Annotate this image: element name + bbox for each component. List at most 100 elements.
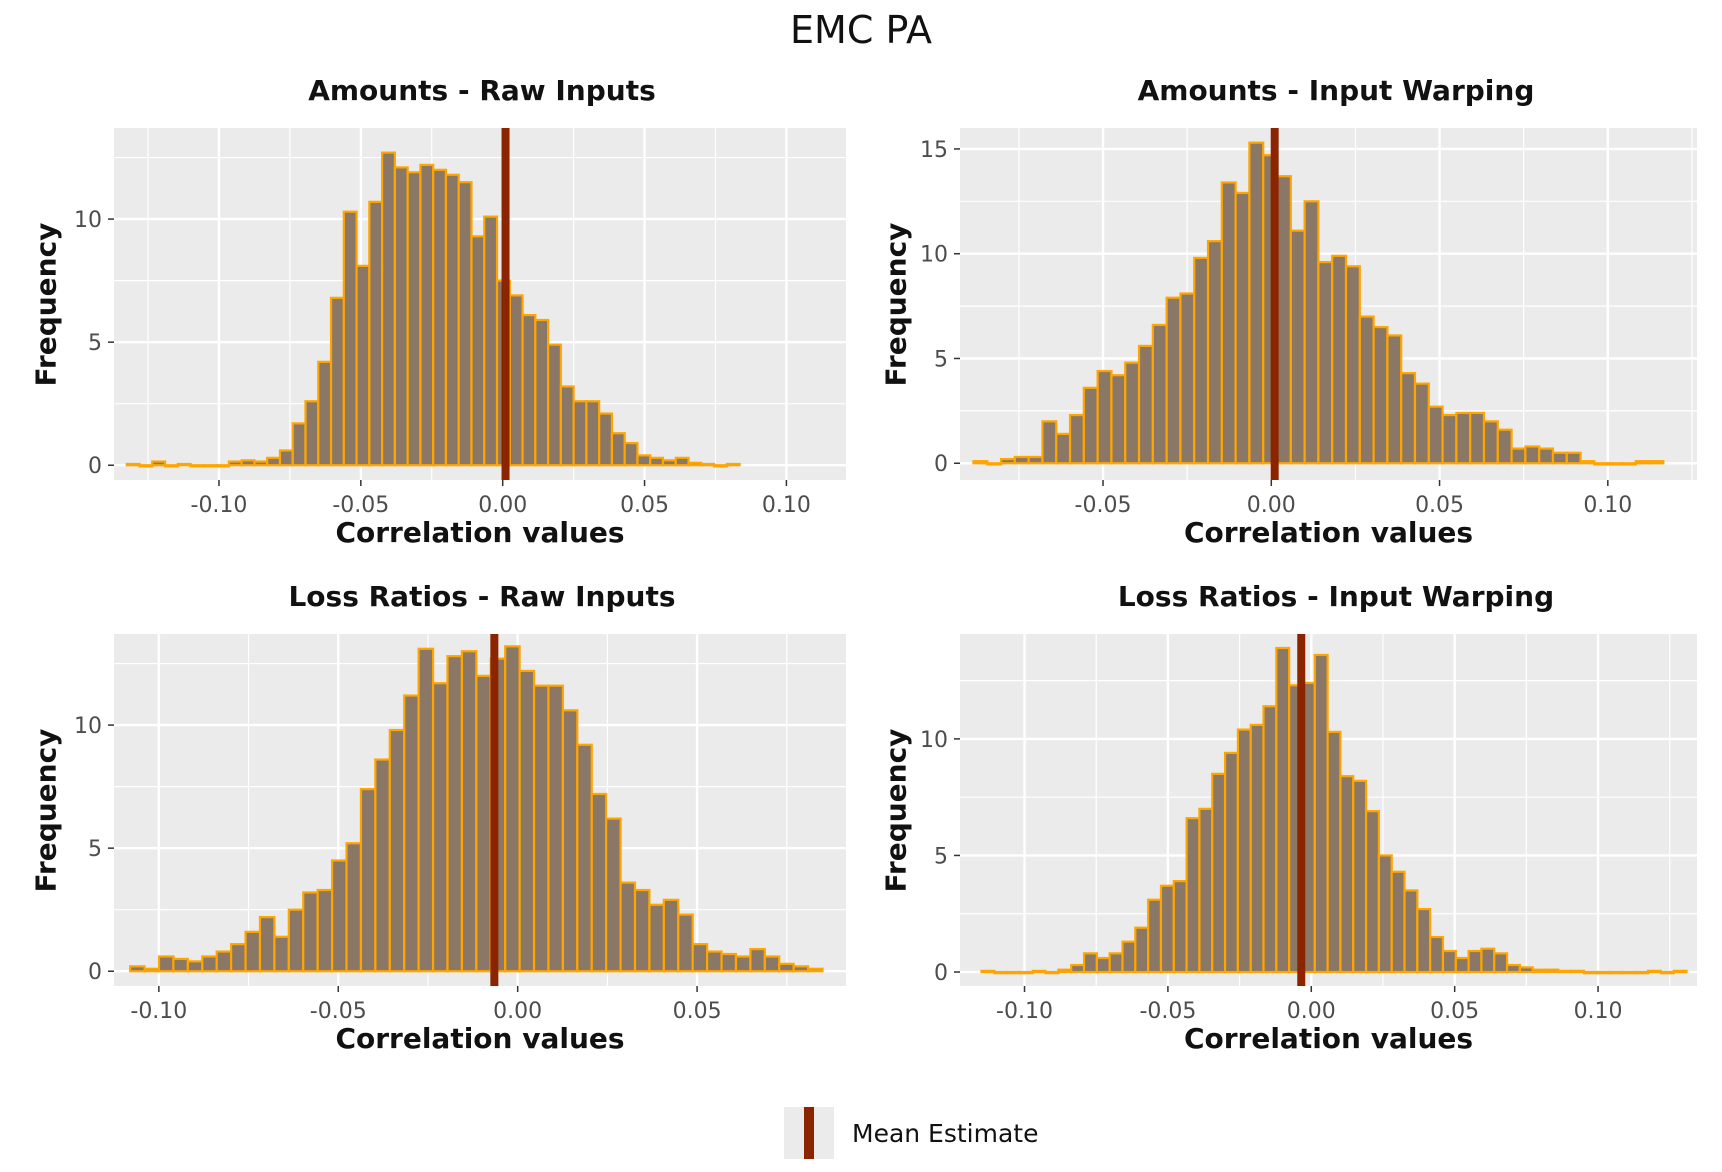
histogram-bar [1352, 779, 1368, 974]
histogram-bar [1236, 728, 1252, 974]
panel-amounts-raw: Amounts - Raw Inputs Frequency Correlati… [0, 74, 860, 554]
histogram-bar [1317, 260, 1334, 465]
histogram-bar [1082, 386, 1099, 465]
y-tick-label: 10 [74, 208, 102, 233]
histogram-bar [470, 235, 486, 467]
histogram-amounts-warping: -0.05 0.00 0.05 0.10 0 5 10 15 [920, 128, 1697, 518]
histogram-bar [355, 264, 371, 467]
histogram-bar [287, 908, 305, 973]
histogram-bar [359, 787, 377, 973]
histogram-bar [1313, 653, 1329, 974]
y-axis-title-wrap: Frequency [876, 634, 916, 986]
legend-key [784, 1107, 834, 1159]
histogram-bar [1124, 361, 1141, 465]
histogram-bar [1531, 968, 1547, 974]
histogram-bar [1234, 191, 1251, 465]
histogram-bar [1607, 462, 1624, 466]
y-axis-title: Frequency [29, 728, 63, 892]
histogram-loss-warping: -0.10 -0.05 0.00 0.05 0.10 0 5 10 [920, 634, 1697, 1024]
histogram-bar [1634, 460, 1651, 465]
histogram-bar [504, 645, 521, 973]
histogram-bar [1390, 870, 1406, 974]
legend-label: Mean Estimate [852, 1118, 1039, 1148]
x-tick-label: 0.00 [1247, 493, 1296, 518]
histogram-bar [585, 400, 601, 467]
histogram-bar [1579, 460, 1596, 465]
x-tick-label: -0.05 [1139, 999, 1196, 1024]
histogram-bar [1070, 963, 1086, 974]
x-tick-label: 0.10 [1583, 493, 1632, 518]
histogram-bar [521, 313, 537, 467]
histogram-bar [374, 758, 391, 973]
histogram-bar [1595, 970, 1611, 975]
histogram-bar [1646, 969, 1662, 974]
x-tick-label: 0.00 [1287, 999, 1336, 1024]
histogram-bar [763, 955, 781, 973]
histogram-bar [172, 957, 189, 973]
histogram-bar [1344, 265, 1361, 465]
panel-title: Amounts - Raw Inputs [308, 74, 656, 107]
histogram-bar [1429, 935, 1445, 974]
x-tick-label: 0.10 [1574, 999, 1623, 1024]
histogram-bar [649, 456, 665, 467]
y-axis-title-wrap: Frequency [26, 128, 66, 480]
histogram-bar [406, 171, 422, 467]
histogram-bar [1480, 947, 1496, 974]
y-tick-label: 10 [74, 714, 102, 739]
histogram-bar [278, 449, 294, 467]
histogram-bar [725, 462, 741, 467]
histogram-bar [1095, 956, 1111, 974]
panel-title: Loss Ratios - Input Warping [1117, 580, 1555, 613]
histogram-bar [186, 960, 204, 973]
histogram-bar [302, 891, 319, 973]
histogram-bar [227, 460, 243, 467]
histogram-bar [518, 669, 536, 973]
y-axis-title-wrap: Frequency [876, 128, 916, 480]
histogram-bar [1634, 970, 1650, 975]
x-tick-label: 0.00 [478, 493, 527, 518]
x-axis-title: Correlation values [335, 1022, 625, 1055]
x-axis-title: Correlation values [335, 516, 625, 549]
histogram-bar [1134, 926, 1150, 974]
histogram-bar [1469, 411, 1486, 465]
histogram-bar [244, 930, 262, 973]
histogram-bar [330, 859, 348, 973]
histogram-bar [1044, 970, 1060, 975]
histogram-bar [559, 385, 575, 467]
histogram-bar [720, 952, 738, 973]
histogram-bar [706, 950, 723, 973]
y-tick-label: 0 [88, 454, 102, 479]
x-axis-title: Correlation values [1183, 516, 1474, 549]
histogram-bar [258, 915, 276, 973]
histogram-bar [633, 888, 651, 973]
histogram-bar [1518, 966, 1534, 974]
histogram-bar [1593, 462, 1610, 466]
histogram-bar [1165, 296, 1182, 465]
histogram-bar [1159, 884, 1175, 974]
histogram-bar [1441, 413, 1458, 465]
histogram-bar [1275, 646, 1291, 974]
x-tick-label: -0.05 [332, 493, 389, 518]
x-tick-label: 0.05 [1415, 493, 1464, 518]
y-tick-label: 0 [934, 961, 948, 986]
histogram-bar [508, 294, 524, 467]
histogram-bar [240, 459, 256, 467]
histogram-bar [1110, 374, 1127, 465]
histogram-bar [1206, 240, 1223, 465]
histogram-bar [273, 935, 290, 973]
histogram-bar [1248, 141, 1265, 465]
histogram-bar [432, 168, 448, 467]
panel-title: Loss Ratios - Raw Inputs [288, 580, 676, 613]
histogram-bar [1565, 451, 1582, 465]
histogram-bar [138, 464, 154, 468]
histogram-bar [381, 151, 396, 467]
histogram-bar [1364, 810, 1380, 974]
histogram-bar [201, 955, 218, 973]
histogram-bar [368, 200, 384, 467]
histogram-bar [1068, 413, 1085, 465]
y-tick-label: 5 [88, 837, 102, 862]
x-tick-label: 0.05 [1430, 999, 1479, 1024]
histogram-bar [125, 462, 141, 467]
y-axis-title-wrap: Frequency [26, 634, 66, 986]
x-tick-label: 0.10 [762, 493, 811, 518]
